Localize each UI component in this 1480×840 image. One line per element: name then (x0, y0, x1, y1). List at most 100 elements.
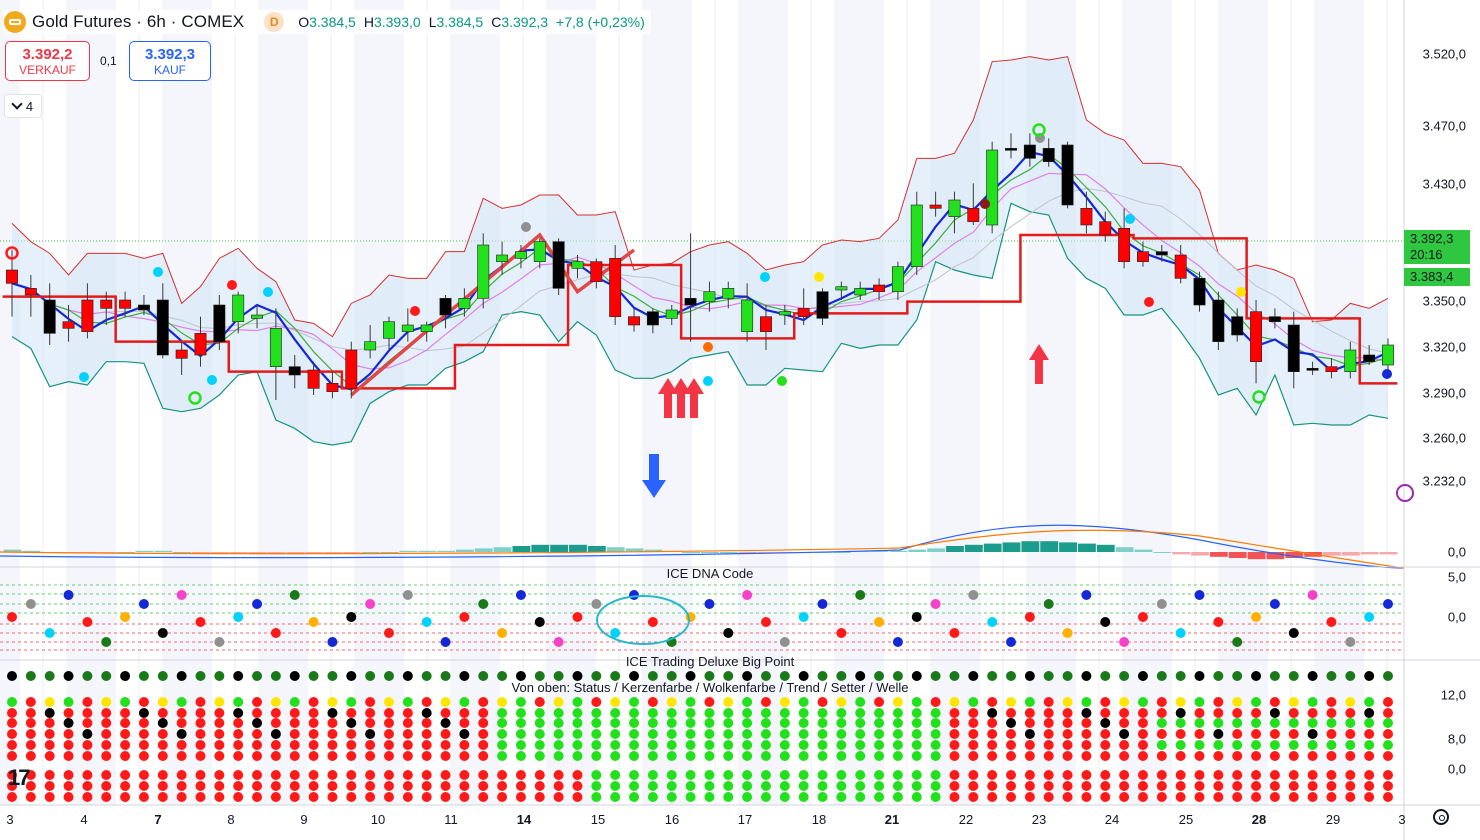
big-point-dot (1288, 770, 1299, 780)
delayed-data-badge[interactable]: D (264, 12, 285, 32)
candle-body (439, 298, 452, 316)
dna-indicator-title[interactable]: ICE DNA Code (666, 566, 754, 581)
big-point-dot (1024, 770, 1035, 780)
indicators-collapse-button[interactable]: 4 (4, 94, 42, 118)
dna-dot (440, 637, 451, 647)
big-point-dot (515, 708, 526, 718)
candle-body (364, 341, 377, 351)
time-label: 9 (300, 812, 308, 827)
big-point-dot (610, 740, 621, 750)
price-label: 3.290,0 (1422, 385, 1466, 401)
big-point-dot (817, 751, 828, 761)
candle (722, 281, 735, 309)
time-label: 28 (1251, 812, 1267, 827)
candle-body (741, 299, 754, 332)
big-point-dot (892, 751, 903, 761)
big-point-dot (968, 781, 979, 791)
arrow-up-icon (1029, 344, 1049, 384)
big-point-dot (138, 718, 149, 728)
big-point-dot (270, 729, 281, 739)
big-point-dot (949, 781, 960, 791)
sell-button[interactable]: 3.392,2 VERKAUF (5, 41, 90, 81)
candle (62, 305, 75, 342)
dna-dot (1137, 612, 1148, 622)
big-point-dot (138, 792, 149, 802)
signal-ring (5, 246, 19, 260)
candle (1080, 191, 1093, 234)
symbol-header[interactable]: Gold Futures · 6h · COMEX D O3.384,5 H3.… (4, 10, 651, 34)
macd-histogram-bar (1323, 552, 1341, 556)
big-point-dot (440, 792, 451, 802)
big-point-dot (157, 792, 168, 802)
candle (383, 316, 395, 350)
big-point-dot (383, 740, 394, 750)
big-point-dot (101, 770, 112, 780)
big-point-dot (647, 671, 658, 681)
big-point-dot (1081, 729, 1092, 739)
big-point-dot (1156, 751, 1167, 761)
macd-histogram-bar (210, 552, 229, 554)
big-point-dot (195, 751, 206, 761)
big-point-dot (911, 781, 922, 791)
big-point-dot (252, 781, 263, 791)
price-axis[interactable]: 3.520,0 3.470,0 3.430,0 3.350,0 3.320,0 … (1402, 0, 1480, 840)
big-point-dot (25, 751, 36, 761)
gear-icon[interactable] (1433, 809, 1449, 825)
bigpoint-axis-label: 0,0 (1447, 761, 1466, 777)
big-point-dot (421, 697, 432, 707)
big-point-dot (1006, 729, 1017, 739)
big-point-dot (836, 671, 847, 681)
alert-clock-icon[interactable] (1396, 484, 1414, 502)
big-point-dot (1043, 729, 1054, 739)
big-point-dot (252, 740, 263, 750)
big-point-dot (1213, 751, 1224, 761)
big-point-dot (723, 751, 734, 761)
big-point-dot (591, 781, 602, 791)
dna-dot (1213, 617, 1224, 627)
macd-histogram-bar (625, 548, 644, 552)
candle-body (1363, 354, 1376, 362)
ma-value-tag: 3.383,4 (1404, 268, 1470, 286)
big-point-dot (214, 740, 225, 750)
big-point-dot (1100, 697, 1111, 707)
big-point-dot (930, 740, 941, 750)
big-point-dot (817, 708, 828, 718)
big-point-dot (1100, 729, 1111, 739)
big-point-dot (1006, 751, 1017, 761)
bigpoint-indicator-title[interactable]: ICE Trading Deluxe Big Point (625, 654, 795, 669)
big-point-dot (1137, 792, 1148, 802)
dna-dot (1326, 617, 1337, 627)
big-point-dot (497, 792, 508, 802)
arrow-up-icon (658, 378, 678, 418)
dna-dot (1232, 637, 1243, 647)
signal-dot (521, 222, 531, 232)
big-point-dot (1043, 697, 1054, 707)
big-point-dot (798, 770, 809, 780)
dna-dot (892, 637, 903, 647)
big-point-dot (365, 792, 376, 802)
big-point-dot (1213, 729, 1224, 739)
tradingview-logo[interactable]: 17 (8, 765, 31, 790)
big-point-dot (101, 697, 112, 707)
big-point-dot (497, 781, 508, 791)
big-point-dot (760, 697, 771, 707)
big-point-dot (1137, 729, 1148, 739)
symbol-title[interactable]: Gold Futures · 6h · COMEX (32, 12, 245, 31)
big-point-dot (836, 792, 847, 802)
big-point-dot (214, 792, 225, 802)
macd-histogram-bar (399, 550, 418, 552)
buy-button[interactable]: 3.392,3 KAUF (129, 41, 211, 81)
candle-body (1250, 311, 1263, 362)
big-point-dot (855, 770, 866, 780)
big-point-dot (25, 718, 36, 728)
big-point-dot (591, 671, 602, 681)
big-point-dot (666, 751, 677, 761)
big-point-dot (459, 781, 470, 791)
big-point-dot (629, 751, 640, 761)
low-value: 3.384,5 (436, 14, 484, 30)
big-point-dot (760, 770, 771, 780)
candle-body (816, 291, 829, 319)
big-point-dot (836, 708, 847, 718)
big-point-dot (101, 718, 112, 728)
